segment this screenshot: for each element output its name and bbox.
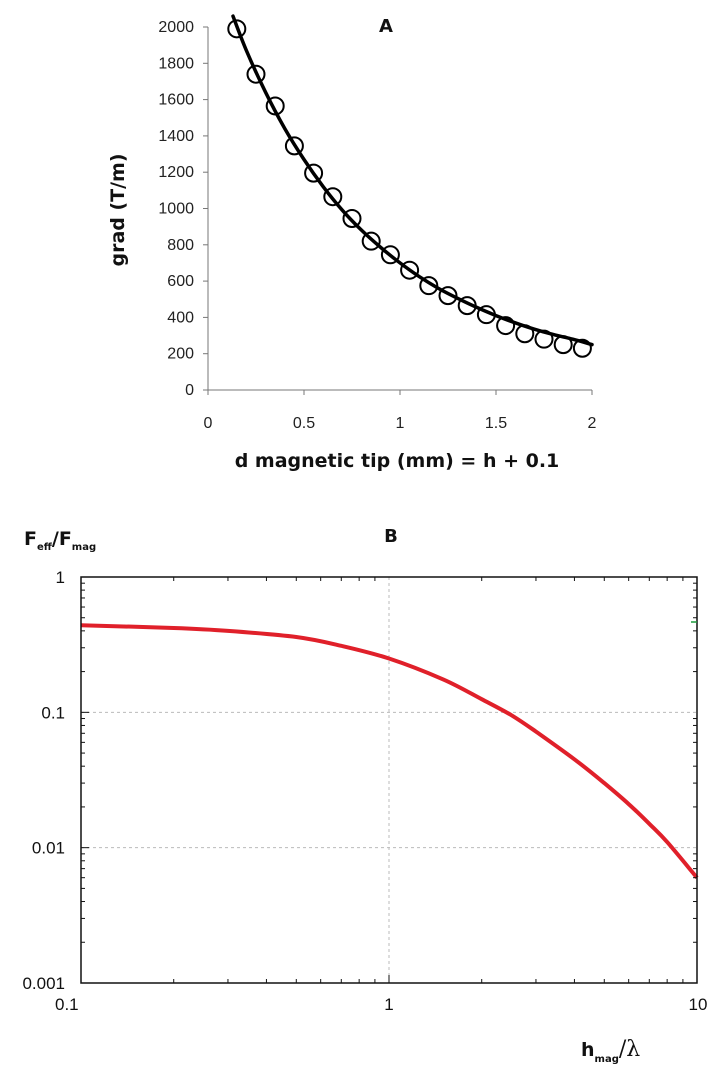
chart-a-y-tick-label: 1400 [158,128,194,145]
chart-b-y-ticks: 1 0.1 0.01 0.001 [22,568,89,993]
chart-b-xlabel-sub: mag [595,1054,619,1065]
chart-b-grid [81,577,697,983]
chart-a-data-point [380,245,400,265]
chart-b-xlabel-tail: /λ [619,1037,640,1062]
chart-b-xlabel-main: h [581,1039,595,1061]
chart-a-data-point [246,64,266,84]
chart-a-series [227,14,594,358]
chart-a-data-point [265,96,285,116]
chart-b-ylabel-main: F [24,528,37,550]
chart-a-x-tick-label: 0.5 [293,415,315,432]
chart-a-y-tick-label: 600 [167,273,194,290]
chart-a-x-tick-label: 0 [204,415,213,432]
chart-a-y-tick-label: 200 [167,346,194,363]
chart-a-data-point [400,260,420,280]
chart-b-series [80,623,699,879]
chart-a-fit-line [231,14,594,347]
chart-a-x-ticks: 0 0.5 1 1.5 2 [204,390,597,432]
chart-a-data-point [553,335,573,355]
chart-a-data-point [457,296,477,316]
chart-b-x-ticks: 0.1 1 10 [55,975,707,1014]
chart-a-x-tick-label: 2 [588,415,597,432]
chart-a-data-point [342,208,362,228]
chart-b-y-tick-label: 0.001 [22,974,65,993]
chart-a-data-point [438,286,458,306]
chart-a-y-ticks: 0 200 400 600 800 1000 1200 1400 1600 1800 2000 [158,19,208,399]
chart-a-data-point [284,136,304,156]
chart-b-x-tick-label: 1 [384,995,393,1014]
chart-a-data-point [515,324,535,344]
chart-a-y-tick-label: 0 [185,382,194,399]
chart-a-ylabel: grad (T/m) [107,153,129,266]
chart-b-x-tick-label: 0.1 [55,995,79,1014]
chart-b-title: B [384,526,398,547]
chart-a-x-tick-label: 1.5 [485,415,507,432]
chart-a-data-point [227,19,247,39]
chart-b-y-tick-label: 0.01 [32,839,65,858]
chart-a-data-point [476,305,496,325]
chart-b-ylabel-sub1: eff [37,542,53,553]
chart-b-ylabel-sub2: mag [72,542,96,553]
chart-b-x-tick-label: 10 [689,995,708,1014]
chart-a-x-tick-label: 1 [396,415,405,432]
chart-a-data-point [496,316,516,336]
chart-a: A grad (T/m) d magnetic tip (mm) = h + 0… [107,14,597,472]
chart-a-y-tick-label: 1800 [158,55,194,72]
chart-a-y-tick-label: 1600 [158,92,194,109]
chart-a-data-point [534,329,554,349]
chart-b-ylabel: Feff/Fmag [24,528,96,553]
chart-a-y-tick-label: 800 [167,237,194,254]
chart-b-series-line [80,623,699,879]
chart-b-ylabel-mid: /F [52,528,72,550]
chart-a-y-tick-label: 1200 [158,164,194,181]
chart-a-xlabel: d magnetic tip (mm) = h + 0.1 [235,450,560,472]
chart-a-y-tick-label: 400 [167,309,194,326]
chart-a-title: A [379,16,393,37]
chart-a-axes [207,27,592,391]
chart-a-data-point [419,276,439,296]
chart-a-y-tick-label: 1000 [158,201,194,218]
chart-a-data-point [304,163,324,183]
chart-b: B Feff/Fmag hmag/λ 10.10.010.001 0.1 1 10 [22,526,707,1065]
chart-b-xlabel: hmag/λ [581,1037,640,1065]
chart-a-data-point [361,231,381,251]
chart-a-y-tick-label: 2000 [158,19,194,36]
chart-b-y-tick-label: 1 [56,568,65,587]
chart-b-y-tick-label: 0.1 [41,703,65,722]
chart-a-data-point [572,338,592,358]
chart-a-data-point [323,187,343,207]
